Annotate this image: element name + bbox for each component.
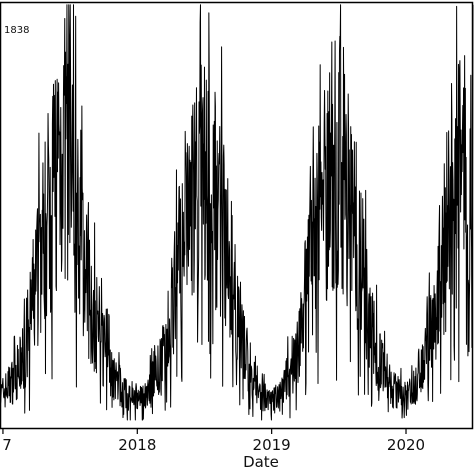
x-tick-label: 2018: [118, 436, 156, 454]
x-tick-label: 7: [2, 436, 12, 454]
series-line: [0, 4, 474, 421]
x-axis: 7 2018 2019 2020: [2, 428, 425, 454]
x-tick-label: 2019: [253, 436, 291, 454]
annotation-label: 1838: [4, 25, 29, 36]
x-axis-label: Date: [243, 453, 279, 471]
plot-area: [0, 1, 474, 430]
x-tick-label: 2020: [387, 436, 425, 454]
